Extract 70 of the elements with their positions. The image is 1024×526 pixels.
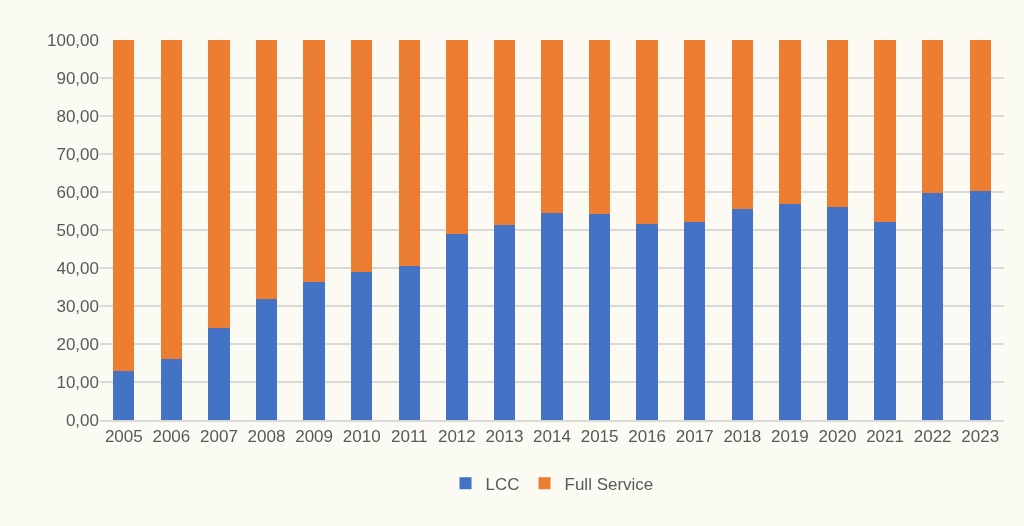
bar <box>731 209 754 420</box>
bar <box>684 221 706 420</box>
x-tick-label: 2017 <box>675 427 714 447</box>
bar <box>113 371 135 420</box>
bar <box>113 40 135 372</box>
y-tick-label: 80,00 <box>56 106 99 126</box>
bar <box>588 214 611 420</box>
bar <box>208 327 230 420</box>
bar <box>350 40 373 273</box>
x-tick-label: 2007 <box>200 427 238 447</box>
x-tick-label: 2008 <box>247 427 286 447</box>
bar <box>446 40 468 235</box>
bar <box>921 40 944 194</box>
x-tick-label: 2006 <box>152 427 191 447</box>
bar <box>160 40 183 360</box>
x-tick-label: 2023 <box>961 427 1000 447</box>
y-tick-label: 60,00 <box>56 182 99 202</box>
y-tick-label: 50,00 <box>56 220 99 240</box>
bar <box>541 40 563 214</box>
bar <box>969 190 991 420</box>
y-tick-label: 40,00 <box>56 258 99 278</box>
bar <box>826 207 849 420</box>
bar <box>779 40 801 205</box>
bar <box>779 204 801 420</box>
x-tick-label: 2022 <box>913 427 952 447</box>
x-tick-label: 2012 <box>437 427 476 447</box>
bar <box>398 266 420 420</box>
bar <box>684 40 706 222</box>
bar <box>636 224 658 420</box>
bar <box>493 40 516 226</box>
bar <box>303 281 325 420</box>
legend-label: Full Service <box>564 474 654 494</box>
bar <box>398 40 420 267</box>
bar <box>446 234 468 420</box>
y-tick-label: 10,00 <box>56 372 99 392</box>
y-tick-label: 70,00 <box>56 144 99 164</box>
bar <box>636 40 658 225</box>
x-tick-label: 2021 <box>866 427 904 447</box>
legend-label: LCC <box>485 474 520 494</box>
bar <box>208 40 230 328</box>
bar <box>588 40 611 215</box>
bar <box>160 359 183 420</box>
x-tick-label: 2014 <box>533 427 571 447</box>
x-tick-label: 2019 <box>770 427 809 447</box>
bar <box>303 40 325 282</box>
bar <box>874 40 896 222</box>
y-tick-label: 90,00 <box>56 68 99 88</box>
bar <box>541 213 563 420</box>
x-tick-label: 2013 <box>485 427 524 447</box>
bar <box>826 40 849 208</box>
bar <box>255 40 278 300</box>
x-tick-label: 2018 <box>723 427 762 447</box>
y-tick-label: 30,00 <box>56 296 99 316</box>
bar <box>350 272 373 420</box>
x-tick-label: 2011 <box>390 427 428 447</box>
bar <box>255 299 278 420</box>
bar <box>731 40 754 210</box>
y-tick-label: 0,00 <box>65 410 99 430</box>
bar <box>969 40 991 191</box>
x-tick-label: 2005 <box>104 427 143 447</box>
x-tick-label: 2015 <box>580 427 619 447</box>
bar <box>921 193 944 420</box>
x-tick-label: 2020 <box>818 427 857 447</box>
bar <box>493 225 516 420</box>
x-tick-label: 2016 <box>628 427 667 447</box>
bar <box>874 221 896 420</box>
x-tick-label: 2010 <box>342 427 381 447</box>
y-tick-label: 20,00 <box>56 334 99 354</box>
y-tick-label: 100,00 <box>47 30 99 50</box>
x-tick-label: 2009 <box>295 427 334 447</box>
